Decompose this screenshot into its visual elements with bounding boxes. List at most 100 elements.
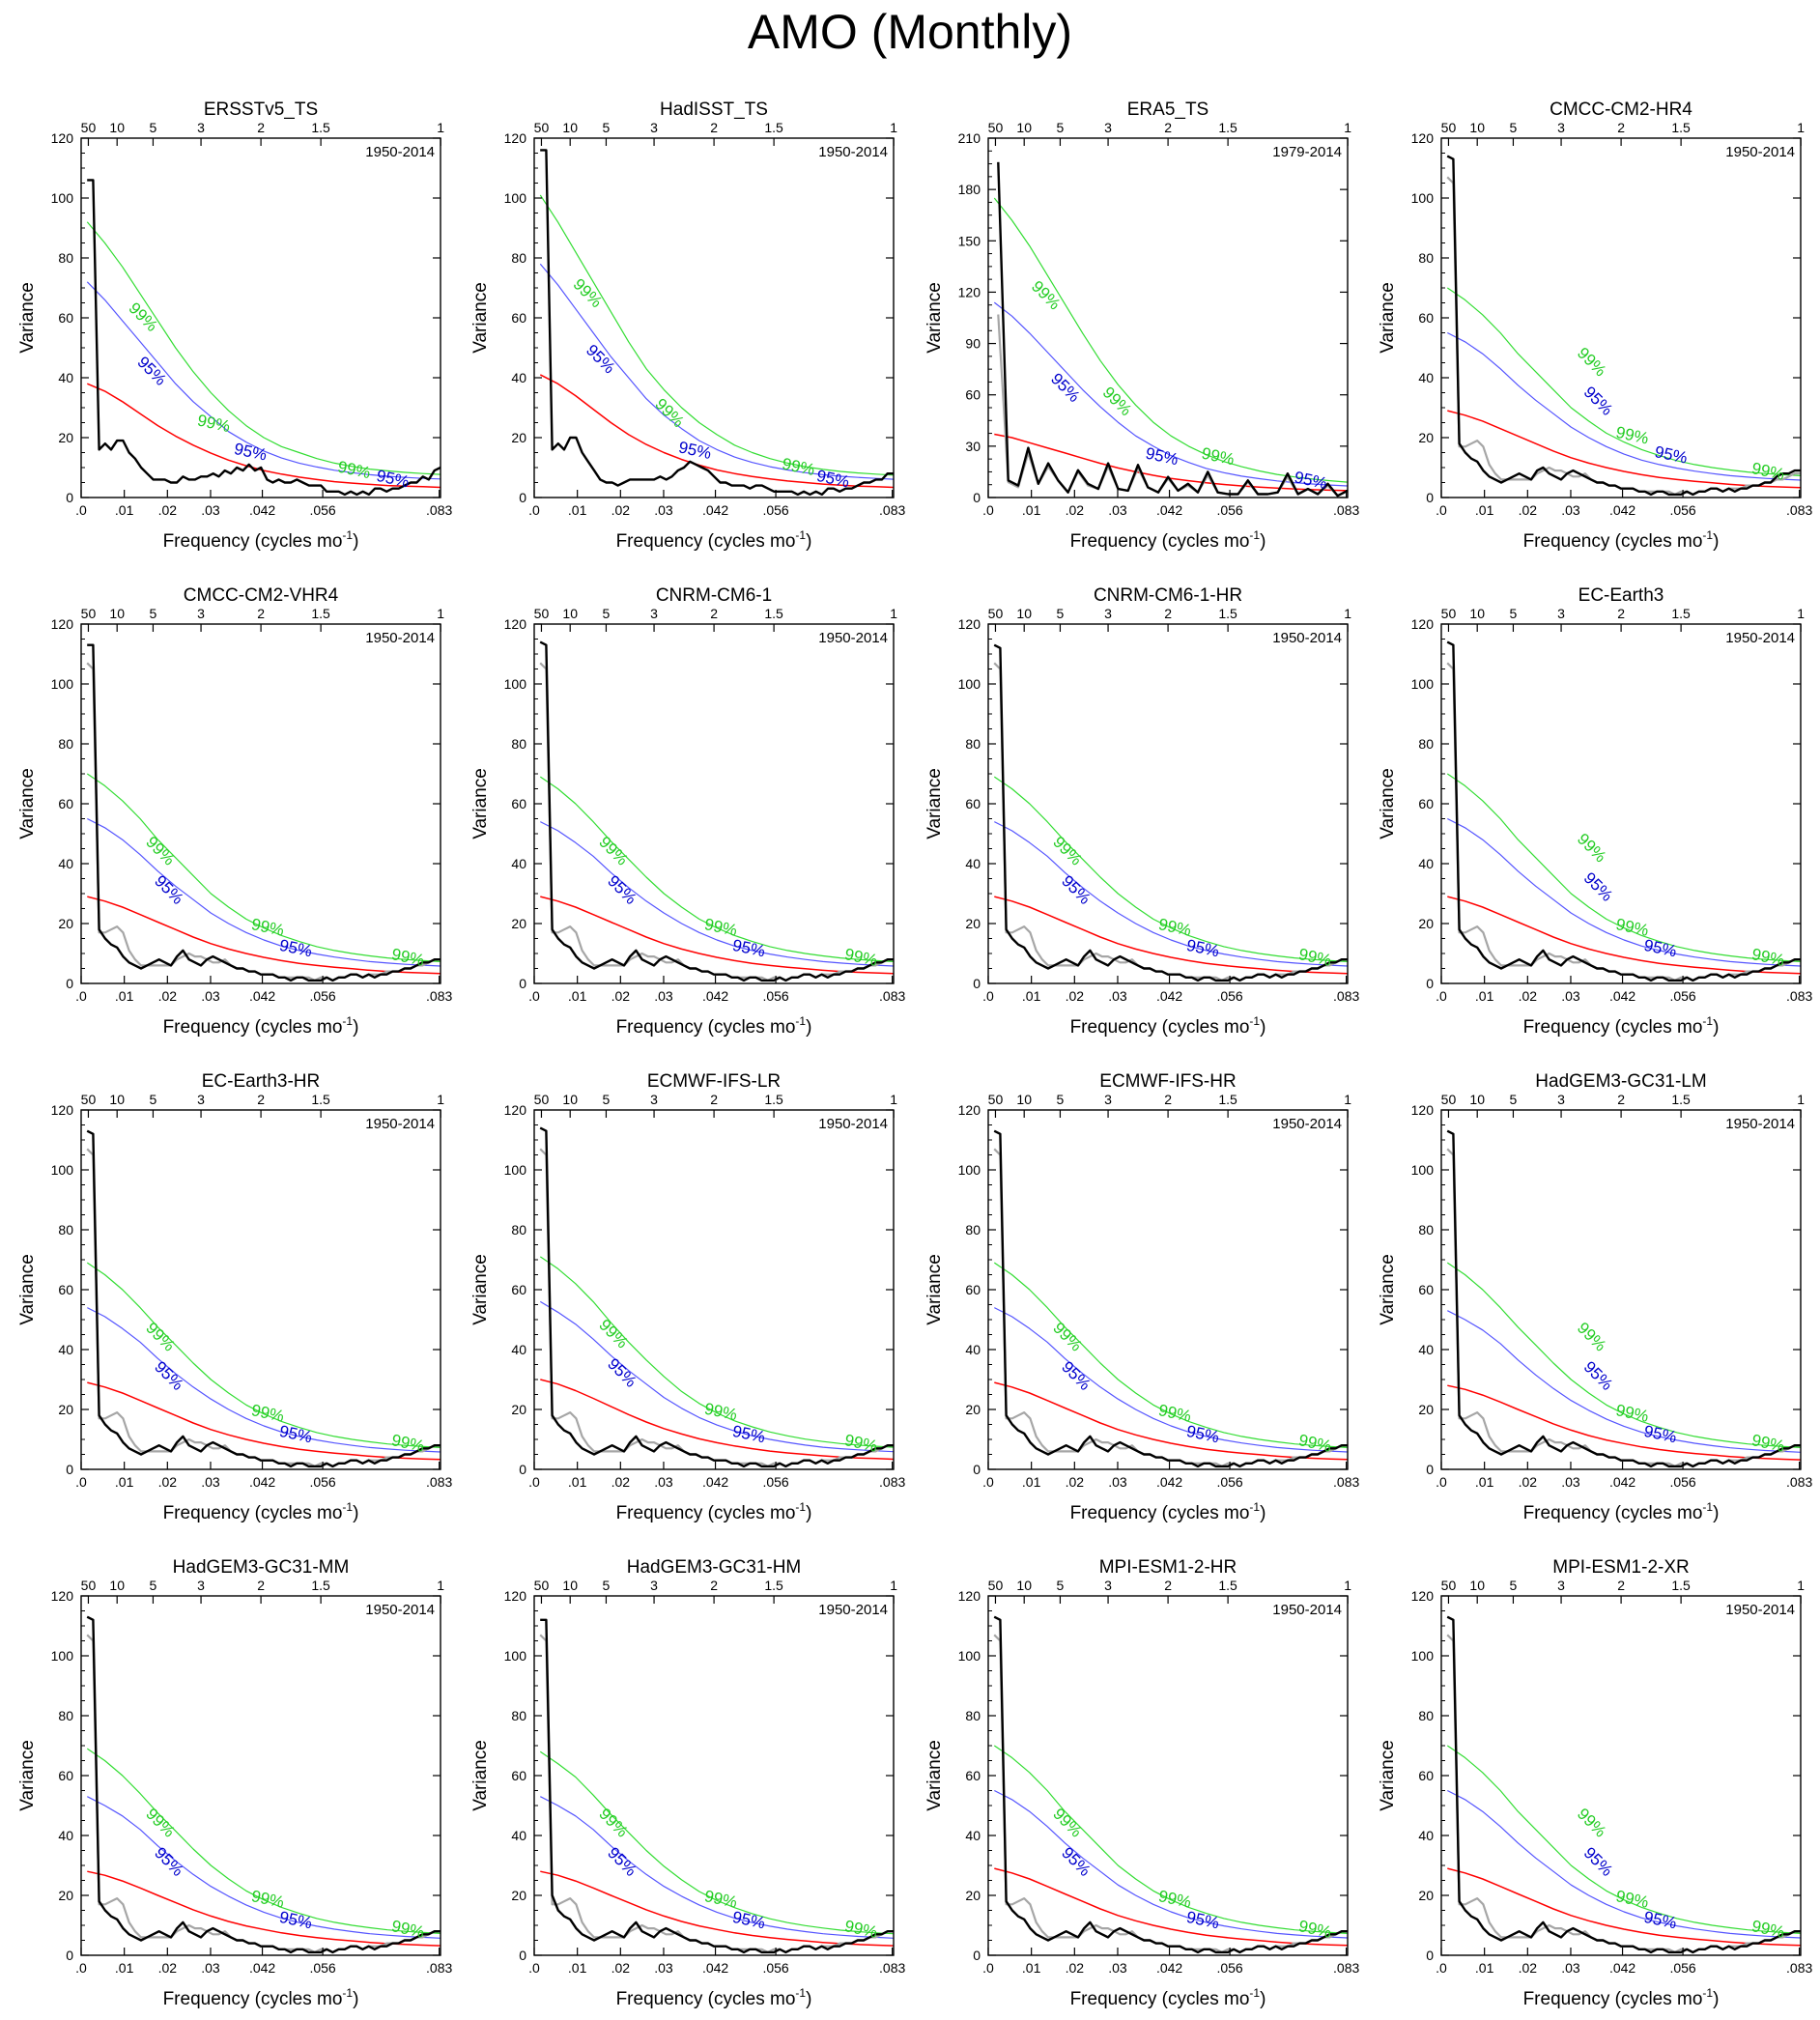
y-tick-label: 20 [58, 916, 73, 931]
y-axis-label: Variance [924, 1254, 945, 1325]
x-tick-label: .042 [249, 988, 275, 1004]
x-tick-label: .0 [1436, 988, 1447, 1004]
x-tick-label: .0 [982, 988, 994, 1004]
y-tick-label: 0 [66, 1948, 73, 1963]
label-95pct: 95% [1185, 1908, 1221, 1933]
x-tick-label: .01 [115, 1960, 134, 1976]
x-tick-label: .056 [1216, 1474, 1242, 1490]
plot-area [539, 1618, 894, 1954]
y-tick-label: 40 [511, 856, 526, 871]
y-tick-label: 120 [504, 1588, 527, 1604]
top-tick-label: 5 [150, 1092, 157, 1107]
chart-panel: EC-Earth3-HR1950-201499%99%99%95%95%0204… [17, 1071, 452, 1523]
panel-title: CMCC-CM2-VHR4 [184, 585, 339, 606]
ci95-line [87, 1796, 441, 1939]
x-tick-label: .01 [1475, 988, 1494, 1004]
top-tick-label: 5 [150, 1578, 157, 1593]
top-tick-label: 2 [1617, 606, 1625, 621]
top-tick-label: 1.5 [1218, 120, 1237, 135]
top-tick-label: 3 [197, 606, 205, 621]
y-tick-label: 120 [958, 1588, 981, 1604]
top-tick-label: 10 [1469, 120, 1485, 135]
top-tick-label: 50 [534, 1092, 550, 1107]
label-99pct: 99% [703, 1887, 739, 1912]
label-95pct: 95% [1058, 1843, 1094, 1879]
y-axis-label: Variance [17, 282, 38, 354]
x-tick-label: .01 [115, 502, 134, 518]
x-tick-label: .01 [1475, 1474, 1494, 1490]
top-tick-label: 5 [150, 606, 157, 621]
y-tick-label: 100 [504, 676, 527, 692]
ci99-line [1446, 1262, 1801, 1448]
label-99pct: 99% [142, 833, 178, 868]
plot-area [86, 179, 441, 497]
x-tick-label: .083 [426, 502, 452, 518]
top-tick-label: 50 [1441, 1578, 1457, 1593]
label-95pct: 95% [731, 936, 767, 961]
panel-title: HadISST_TS [660, 100, 768, 120]
top-tick-label: 1.5 [311, 1092, 330, 1107]
y-tick-label: 40 [1418, 856, 1434, 871]
label-99pct: 99% [843, 1431, 879, 1456]
top-tick-label: 2 [710, 1578, 718, 1593]
top-tick-label: 1 [890, 1092, 897, 1107]
top-tick-label: 50 [81, 1578, 97, 1593]
ci95-line [994, 821, 1348, 967]
label-95pct: 95% [278, 1422, 314, 1447]
top-tick-label: 3 [1557, 1092, 1565, 1107]
ci99-line [993, 1745, 1348, 1934]
y-axis-label: Variance [17, 1740, 38, 1811]
x-axis-label: Frequency (cycles mo-1) [1070, 1500, 1266, 1523]
label-99pct: 99% [651, 395, 687, 431]
y-axis-label: Variance [924, 768, 945, 839]
top-tick-label: 2 [257, 1578, 265, 1593]
label-95pct: 95% [604, 871, 640, 907]
y-tick-label: 0 [973, 1948, 981, 1963]
y-tick-label: 120 [51, 1588, 74, 1604]
y-tick-label: 60 [58, 1768, 73, 1783]
top-tick-label: 1 [1344, 1578, 1351, 1593]
ci99-line [86, 773, 441, 962]
x-tick-label: .01 [115, 988, 134, 1004]
y-axis-label: Variance [470, 1254, 491, 1325]
y-tick-label: 20 [58, 1888, 73, 1903]
y-axis-label: Variance [1378, 768, 1398, 839]
label-95pct: 95% [1580, 868, 1616, 904]
ci95-line [540, 821, 894, 967]
plot-area [1446, 640, 1801, 982]
x-tick-label: .056 [1216, 502, 1242, 518]
spectrum-line [86, 1129, 441, 1468]
x-tick-label: .056 [762, 1474, 788, 1490]
period-label: 1950-2014 [1272, 1116, 1342, 1132]
spectrum-line [1446, 1615, 1801, 1954]
y-tick-label: 120 [51, 130, 74, 146]
x-tick-label: .042 [702, 1474, 728, 1490]
top-tick-label: 5 [1510, 606, 1518, 621]
ci99-line [86, 1748, 441, 1934]
top-tick-label: 3 [197, 120, 205, 135]
x-tick-label: .02 [1066, 1960, 1085, 1976]
x-tick-label: .0 [528, 1474, 540, 1490]
period-label: 1950-2014 [1272, 1602, 1342, 1618]
y-tick-label: 100 [1411, 1162, 1435, 1178]
ci95-line [87, 1307, 441, 1453]
y-axis-label: Variance [1378, 1740, 1398, 1811]
ci95-line [1447, 817, 1801, 967]
top-tick-label: 5 [603, 1578, 611, 1593]
ci99-line [993, 776, 1348, 962]
top-tick-label: 1.5 [764, 120, 783, 135]
x-tick-label: .01 [1022, 1474, 1041, 1490]
top-tick-label: 5 [603, 606, 611, 621]
label-95pct: 95% [1185, 1422, 1221, 1447]
y-tick-label: 20 [1418, 430, 1434, 445]
spectrum-line [86, 1615, 441, 1954]
top-tick-label: 1 [1797, 1092, 1805, 1107]
label-95pct: 95% [604, 1843, 640, 1879]
y-tick-label: 0 [1426, 1462, 1434, 1477]
y-tick-label: 40 [965, 856, 981, 871]
x-tick-label: .02 [1066, 988, 1085, 1004]
label-99pct: 99% [1750, 1917, 1786, 1942]
chart-panel: CMCC-CM2-VHR41950-201499%99%99%95%95%020… [17, 585, 452, 1038]
top-tick-label: 1 [1797, 1578, 1805, 1593]
top-tick-label: 5 [603, 120, 611, 135]
